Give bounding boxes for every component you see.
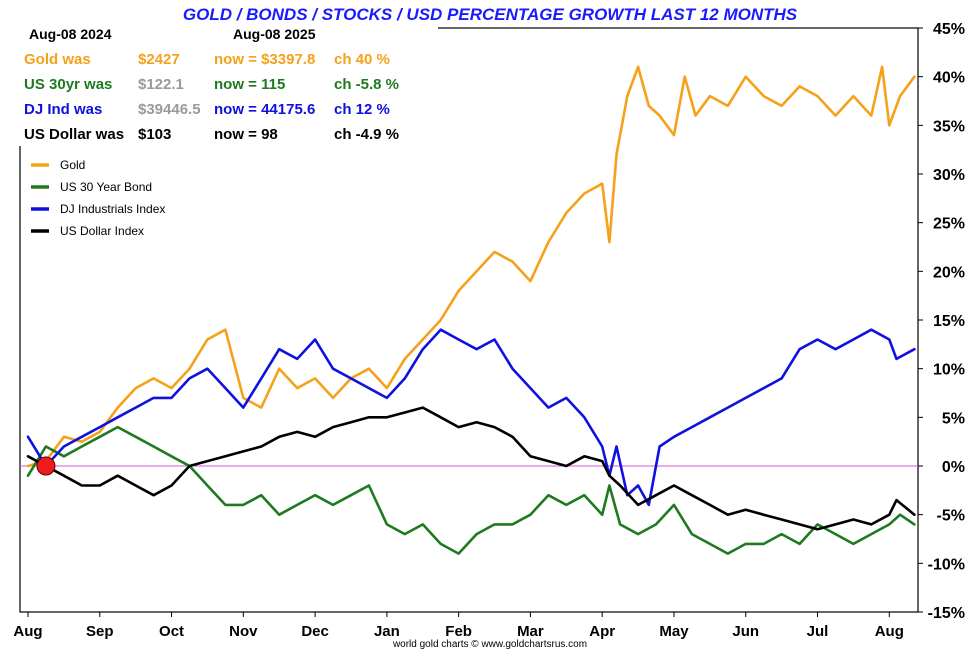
y-tick-label: 35% [933,118,965,135]
info-ch: ch -5.8 % [334,76,399,93]
info-now: now = 44175.6 [214,101,315,118]
info-ch: ch -4.9 % [334,126,399,143]
x-tick-label: Jul [807,623,829,640]
info-label: US Dollar was [24,126,124,143]
y-tick-label: -10% [928,556,965,573]
x-tick-label: Apr [589,623,615,640]
date-now: Aug-08 2025 [233,26,316,42]
y-tick-label: 15% [933,313,965,330]
info-was: $2427 [138,51,180,68]
x-tick-label: Nov [229,623,258,640]
info-now: now = $3397.8 [214,51,315,68]
legend: Gold US 30 Year Bond DJ Industrials Index U… [24,152,174,244]
x-tick-label: Aug [13,623,42,640]
credit-text: world gold charts © www.goldchartsrus.co… [392,639,587,650]
info-now: now = 115 [214,76,285,93]
price-info-panel: Aug-08 2024 Aug-08 2025 Gold was $2427 now… [18,22,438,146]
series-line-dj-industrials-index [26,328,916,507]
info-label: DJ Ind was [24,101,102,118]
info-label: US 30yr was [24,76,112,93]
chart-title: GOLD / BONDS / STOCKS / USD PERCENTAGE G… [183,5,798,24]
legend-label: US Dollar Index [60,224,144,238]
y-tick-label: 45% [933,21,965,38]
series-layer [26,65,916,555]
y-tick-label: 25% [933,216,965,233]
x-tick-label: Mar [517,623,544,640]
info-label: Gold was [24,51,91,68]
legend-label: Gold [60,158,85,172]
info-was: $103 [138,126,171,143]
y-tick-label: 0% [942,459,965,476]
y-tick-label: 40% [933,70,965,87]
info-was: $39446.5 [138,101,201,118]
y-tick-label: 5% [942,410,965,427]
legend-label: US 30 Year Bond [60,180,152,194]
x-tick-label: Oct [159,623,184,640]
x-tick-label: Jun [732,623,759,640]
y-tick-label: 20% [933,264,965,281]
x-tick-label: May [659,623,689,640]
x-tick-label: Sep [86,623,114,640]
series-line-us-dollar-index [26,406,916,531]
info-now: now = 98 [214,126,278,143]
x-tick-label: Feb [445,623,472,640]
info-ch: ch 12 % [334,101,390,118]
y-tick-label: 10% [933,362,965,379]
x-tick-label: Aug [875,623,904,640]
x-tick-label: Dec [301,623,329,640]
start-point-marker [36,456,56,476]
y-axis: 45% 40% 35% 30% 25% 20% 15% 10% 5% 0% -5% -10% -15% [918,21,965,622]
y-tick-label: -5% [937,508,965,525]
x-tick-label: Jan [374,623,400,640]
series-line-us-30-year-bond [26,425,916,555]
info-ch: ch 40 % [334,51,390,68]
x-axis: Aug Sep Oct Nov Dec Jan Feb Mar Apr May Jun Jul Aug [13,612,904,640]
date-then: Aug-08 2024 [29,26,112,42]
series-line-gold [26,65,916,468]
y-tick-label: 30% [933,167,965,184]
info-was: $122.1 [138,76,184,93]
legend-label: DJ Industrials Index [60,202,165,216]
y-tick-label: -15% [928,605,965,622]
